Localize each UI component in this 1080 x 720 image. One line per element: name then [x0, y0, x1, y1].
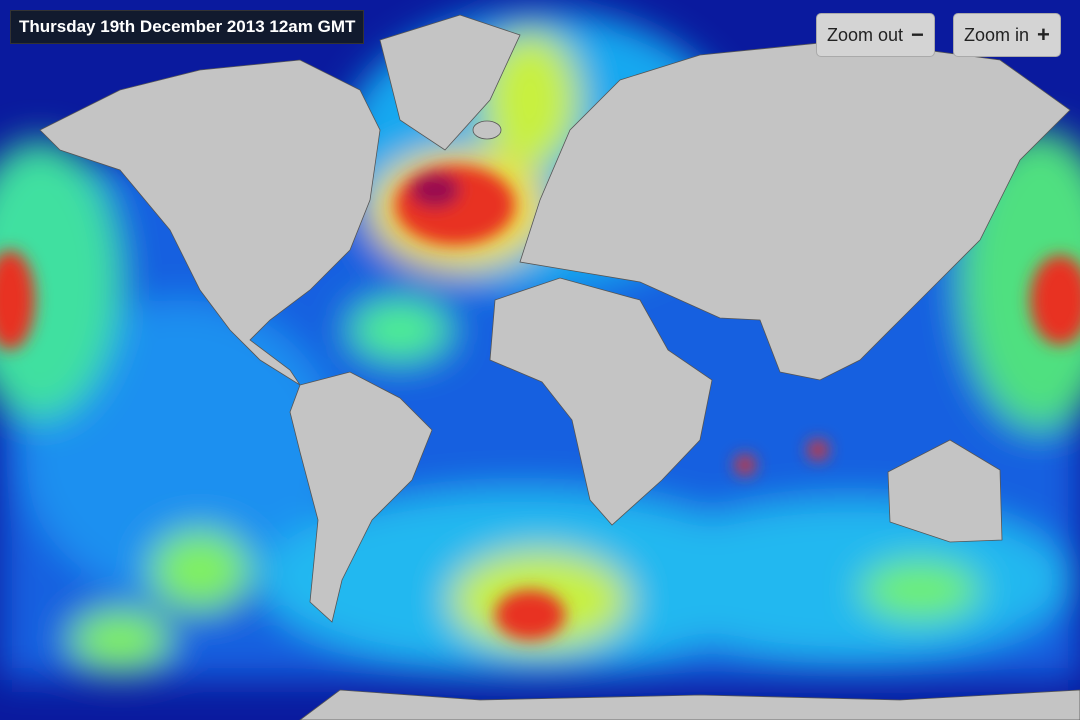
north-america: [39, 59, 381, 386]
zoom-in-button[interactable]: Zoom in +: [953, 13, 1061, 57]
antarctica: [299, 689, 1080, 720]
australia: [887, 439, 1003, 543]
africa: [489, 277, 713, 526]
iceland: [472, 120, 502, 140]
minus-icon: −: [911, 22, 924, 47]
zoom-out-button[interactable]: Zoom out −: [816, 13, 935, 57]
timestamp-label: Thursday 19th December 2013 12am GMT: [10, 10, 365, 44]
zoom-out-label: Zoom out: [827, 24, 904, 45]
eurasia: [519, 39, 1071, 381]
south-america: [289, 371, 433, 623]
greenland: [379, 14, 521, 151]
plus-icon: +: [1037, 22, 1050, 47]
landmasses: [39, 14, 1080, 720]
zoom-in-label: Zoom in: [964, 24, 1030, 45]
wave-peaks: [0, 165, 1080, 640]
